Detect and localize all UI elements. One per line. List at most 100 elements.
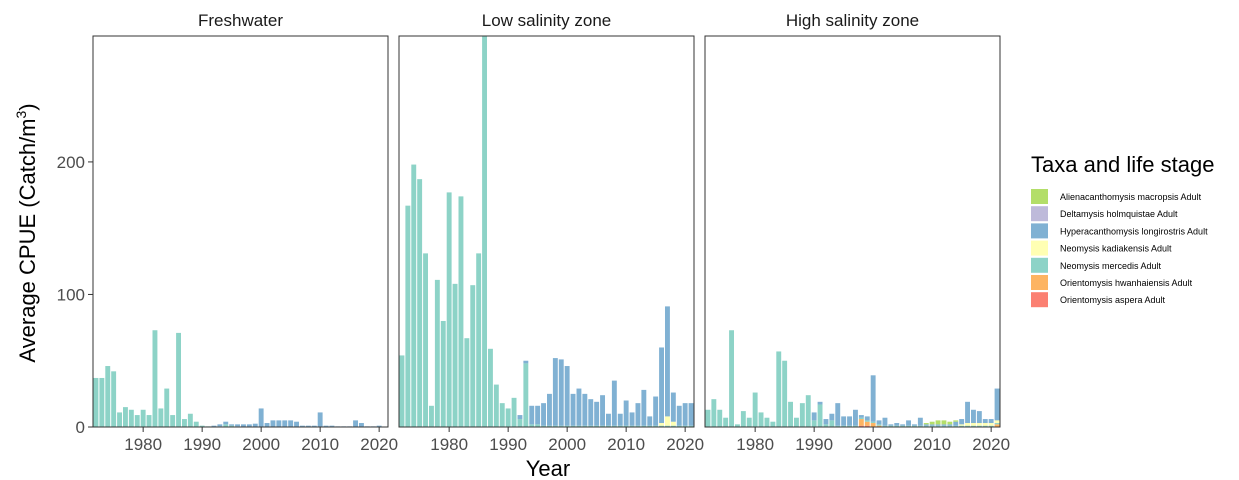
bar-segment (570, 425, 576, 427)
bar-segment (600, 425, 605, 427)
bar-segment (111, 371, 117, 427)
panel-title: Low salinity zone (482, 11, 611, 30)
legend-swatch (1031, 223, 1048, 239)
bar-segment (894, 425, 900, 427)
x-axis-title: Year (526, 456, 570, 480)
bar-segment (953, 421, 959, 426)
bar-segment (647, 416, 653, 426)
bar-segment (853, 409, 858, 426)
bar-segment (176, 332, 181, 427)
bar-segment (588, 399, 594, 426)
legend-label: Orientomysis hwanhaiensis Adult (1060, 278, 1193, 288)
bars (399, 36, 694, 427)
x-tick-label: 2010 (301, 435, 339, 454)
bar-segment (641, 389, 647, 426)
legend-item: Neomysis mercedis Adult (1031, 257, 1162, 273)
bar-segment (805, 395, 811, 427)
bar-segment (488, 348, 493, 427)
bar-segment (723, 417, 729, 427)
x-tick-label: 1980 (124, 435, 162, 454)
y-tick-label: 100 (57, 285, 85, 304)
bar-segment (300, 425, 305, 427)
bar-segment (976, 423, 982, 426)
legend-swatch (1031, 257, 1048, 273)
legend-swatch (1031, 292, 1048, 308)
bar-segment (953, 425, 959, 427)
bar-segment (482, 36, 487, 427)
bar-segment (870, 421, 876, 424)
bar-segment (576, 388, 582, 426)
bar-segment (547, 393, 552, 426)
bar-segment (606, 413, 611, 426)
bar-segment (576, 425, 582, 427)
bar-segment (617, 425, 623, 427)
bar-segment (900, 424, 906, 426)
bar-segment (446, 192, 452, 427)
bar-segment (564, 425, 570, 427)
panel-title: High salinity zone (786, 11, 919, 30)
bar-segment (411, 164, 417, 427)
bar-segment (935, 425, 941, 427)
bar-segment (841, 416, 847, 426)
bar-segment (829, 413, 835, 421)
bar-segment (994, 424, 1000, 427)
bar-segment (882, 417, 888, 426)
bar-segment (523, 363, 529, 427)
bar-segment (547, 425, 552, 427)
bar-segment (535, 405, 541, 425)
x-tick-label: 1990 (183, 435, 221, 454)
bar-segment (423, 253, 428, 427)
bar-segment (600, 395, 605, 426)
bar-segment (264, 423, 270, 427)
bar-segment (647, 425, 653, 427)
bar-segment (799, 403, 805, 427)
bar-segment (858, 425, 864, 427)
bar-segment (529, 405, 535, 425)
panel: High salinity zone 1980 1990 2000 2010 2020 (704, 11, 1010, 454)
y-axis-title-close: ) (15, 103, 40, 110)
bar-segment (876, 425, 882, 427)
legend-label: Neomysis kadiakensis Adult (1060, 244, 1172, 254)
bar-segment (659, 425, 664, 427)
bar-segment (882, 425, 888, 427)
bar-segment (811, 412, 817, 421)
bar-segment (229, 425, 235, 427)
x-tick-label: 2000 (854, 435, 892, 454)
y-tick-label: 200 (57, 153, 85, 172)
bar-segment (294, 421, 299, 427)
legend-item: Neomysis kadiakensis Adult (1031, 240, 1172, 256)
bar-segment (635, 403, 641, 426)
bar-segment (517, 419, 523, 427)
bar-segment (376, 425, 382, 427)
legend-label: Orientomysis aspera Adult (1060, 295, 1166, 305)
bar-segment (665, 416, 670, 426)
bar-segment (659, 347, 664, 424)
bar-segment (982, 423, 988, 426)
bar-segment (105, 366, 111, 427)
bar-segment (140, 409, 146, 427)
bar-segment (770, 421, 776, 427)
bar-segment (288, 420, 294, 427)
bar-segment (464, 338, 470, 427)
bar-segment (93, 377, 99, 427)
bar-segment (988, 425, 994, 427)
bar-segment (641, 425, 647, 427)
bar-segment (541, 403, 546, 426)
bar-segment (523, 360, 529, 364)
panel-border (704, 35, 1001, 428)
bar-segment (670, 425, 676, 427)
bar-segment (529, 424, 535, 427)
bar-segment (758, 412, 764, 427)
bar-segment (670, 392, 676, 422)
bar-segment (606, 425, 611, 427)
bar-segment (935, 424, 941, 426)
bar-segment (399, 355, 405, 427)
bar-segment (582, 393, 588, 426)
bar-segment (864, 416, 870, 421)
bar-segment (711, 399, 717, 427)
bar-segment (617, 413, 623, 426)
bar-segment (941, 424, 947, 426)
bar-segment (688, 403, 694, 426)
bar-segment (965, 425, 970, 427)
x-tick-label: 2020 (666, 435, 704, 454)
